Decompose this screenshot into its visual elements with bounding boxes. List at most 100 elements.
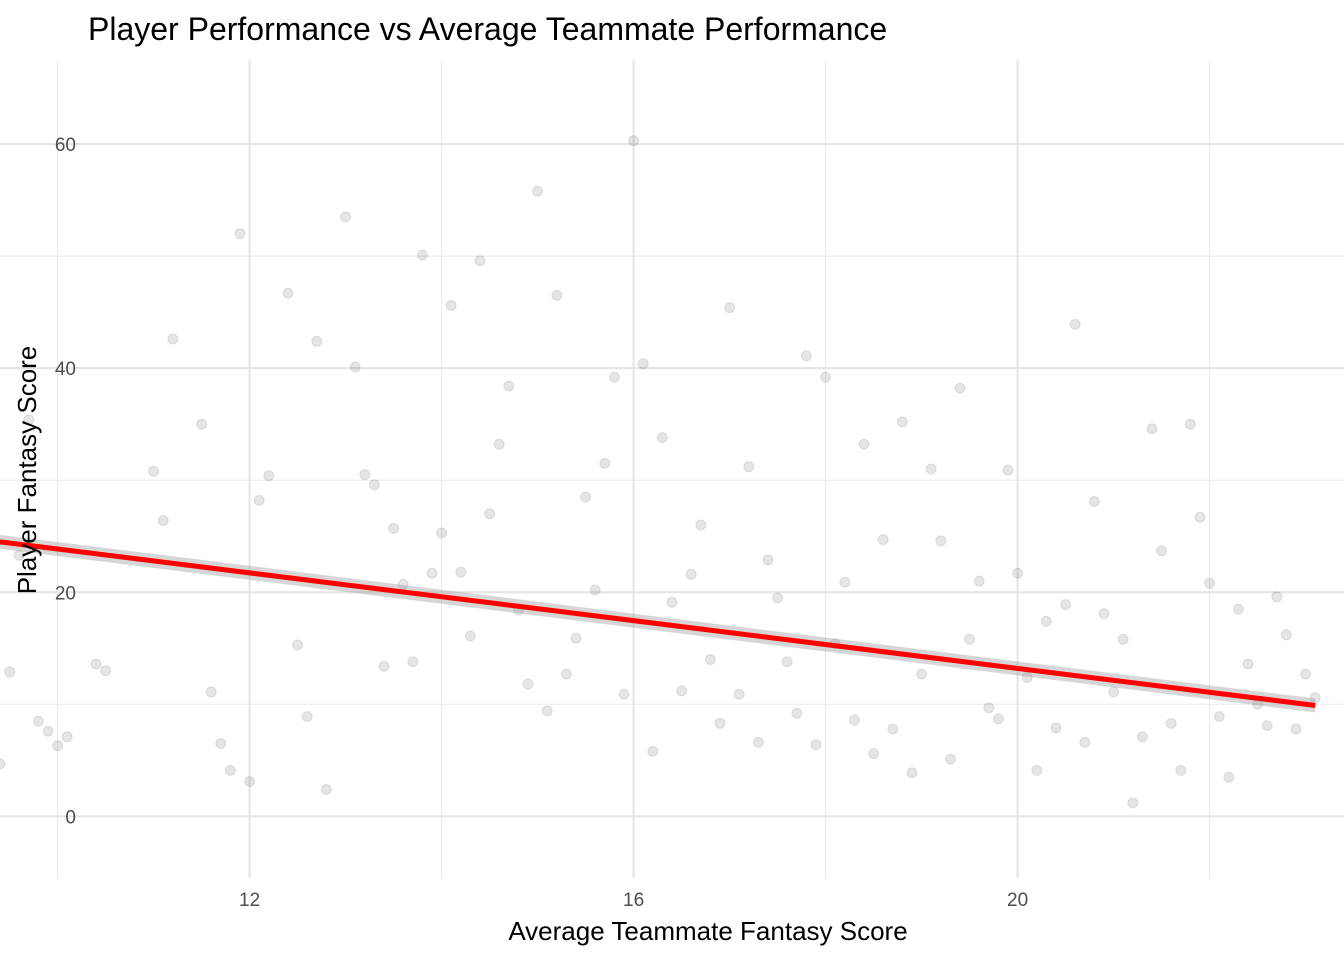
data-point xyxy=(1165,717,1177,729)
data-point xyxy=(90,658,102,670)
trend-line xyxy=(0,539,1316,708)
data-point xyxy=(848,714,860,726)
data-point xyxy=(983,702,995,714)
data-point xyxy=(23,414,35,426)
data-point xyxy=(714,717,726,729)
data-point xyxy=(1031,764,1043,776)
data-point xyxy=(426,567,438,579)
data-point xyxy=(1271,591,1283,603)
data-point xyxy=(762,554,774,566)
data-point xyxy=(445,299,457,311)
data-point xyxy=(608,371,620,383)
data-point xyxy=(215,738,227,749)
y-axis-label: Player Fantasy Score xyxy=(12,346,42,595)
data-point xyxy=(205,686,217,698)
x-axis-ticks: 12 16 20 xyxy=(239,890,1028,911)
data-points xyxy=(0,135,1321,809)
data-point xyxy=(301,711,313,723)
data-point xyxy=(724,302,736,314)
data-point xyxy=(436,527,448,539)
trend-line-layer xyxy=(0,534,1316,713)
data-point xyxy=(743,461,755,473)
data-point xyxy=(704,654,716,665)
data-point xyxy=(580,491,592,503)
data-point xyxy=(1146,423,1158,435)
data-point xyxy=(647,745,659,757)
data-point xyxy=(474,255,486,267)
data-point xyxy=(964,633,976,645)
data-point xyxy=(1098,608,1110,620)
data-point xyxy=(1156,545,1168,557)
data-point xyxy=(1136,731,1148,743)
data-point xyxy=(800,350,812,362)
data-point xyxy=(752,736,764,748)
data-point xyxy=(944,753,956,765)
data-point xyxy=(791,707,803,719)
x-tick-label: 12 xyxy=(239,890,260,911)
data-point xyxy=(292,639,304,651)
data-point xyxy=(925,463,937,475)
data-point xyxy=(877,534,889,546)
data-point xyxy=(157,515,169,526)
data-point xyxy=(1175,764,1187,776)
data-point xyxy=(484,508,496,520)
data-point xyxy=(887,723,899,735)
data-point xyxy=(810,739,822,751)
data-point xyxy=(1280,629,1292,641)
major-gridlines xyxy=(0,60,1344,878)
data-point xyxy=(916,668,928,680)
data-point xyxy=(935,535,947,547)
y-tick-label: 40 xyxy=(55,359,76,380)
data-point xyxy=(148,465,160,477)
data-point xyxy=(628,135,640,147)
data-point xyxy=(224,764,236,776)
data-point xyxy=(282,287,294,299)
data-point xyxy=(839,576,851,588)
data-point xyxy=(378,660,390,672)
data-point xyxy=(397,578,409,590)
x-axis-label: Average Teammate Fantasy Score xyxy=(508,916,907,946)
data-point xyxy=(541,705,553,717)
data-point xyxy=(1232,603,1244,615)
data-point xyxy=(61,731,73,743)
data-point xyxy=(32,715,44,727)
data-point xyxy=(0,758,6,770)
minor-gridlines xyxy=(0,60,1344,878)
data-point xyxy=(1204,577,1216,589)
data-point xyxy=(196,418,208,430)
data-point xyxy=(340,211,352,223)
data-point xyxy=(349,361,361,373)
data-point xyxy=(1079,736,1091,748)
data-point xyxy=(858,438,870,450)
data-point xyxy=(954,382,966,394)
data-point xyxy=(868,748,880,760)
data-point xyxy=(560,668,572,680)
data-point xyxy=(781,656,793,668)
data-point xyxy=(263,470,275,482)
data-point xyxy=(1012,567,1024,579)
data-point xyxy=(244,776,256,788)
data-point xyxy=(820,371,832,383)
data-point xyxy=(464,630,476,642)
data-point xyxy=(320,784,332,795)
data-point xyxy=(253,494,265,506)
data-point xyxy=(1261,720,1273,732)
data-point xyxy=(1242,658,1254,670)
data-point xyxy=(896,416,908,428)
data-point xyxy=(100,665,112,677)
data-point xyxy=(234,228,246,240)
data-point xyxy=(1108,686,1120,698)
data-point xyxy=(1021,671,1033,683)
data-point xyxy=(733,688,745,700)
data-point xyxy=(359,469,371,481)
data-point xyxy=(1040,615,1052,627)
data-point xyxy=(493,438,505,450)
data-point xyxy=(1117,633,1129,645)
data-point xyxy=(973,575,985,587)
data-point xyxy=(599,457,611,469)
data-point xyxy=(551,289,563,301)
data-point xyxy=(570,632,582,644)
data-point xyxy=(368,479,380,491)
data-point xyxy=(1069,318,1081,330)
